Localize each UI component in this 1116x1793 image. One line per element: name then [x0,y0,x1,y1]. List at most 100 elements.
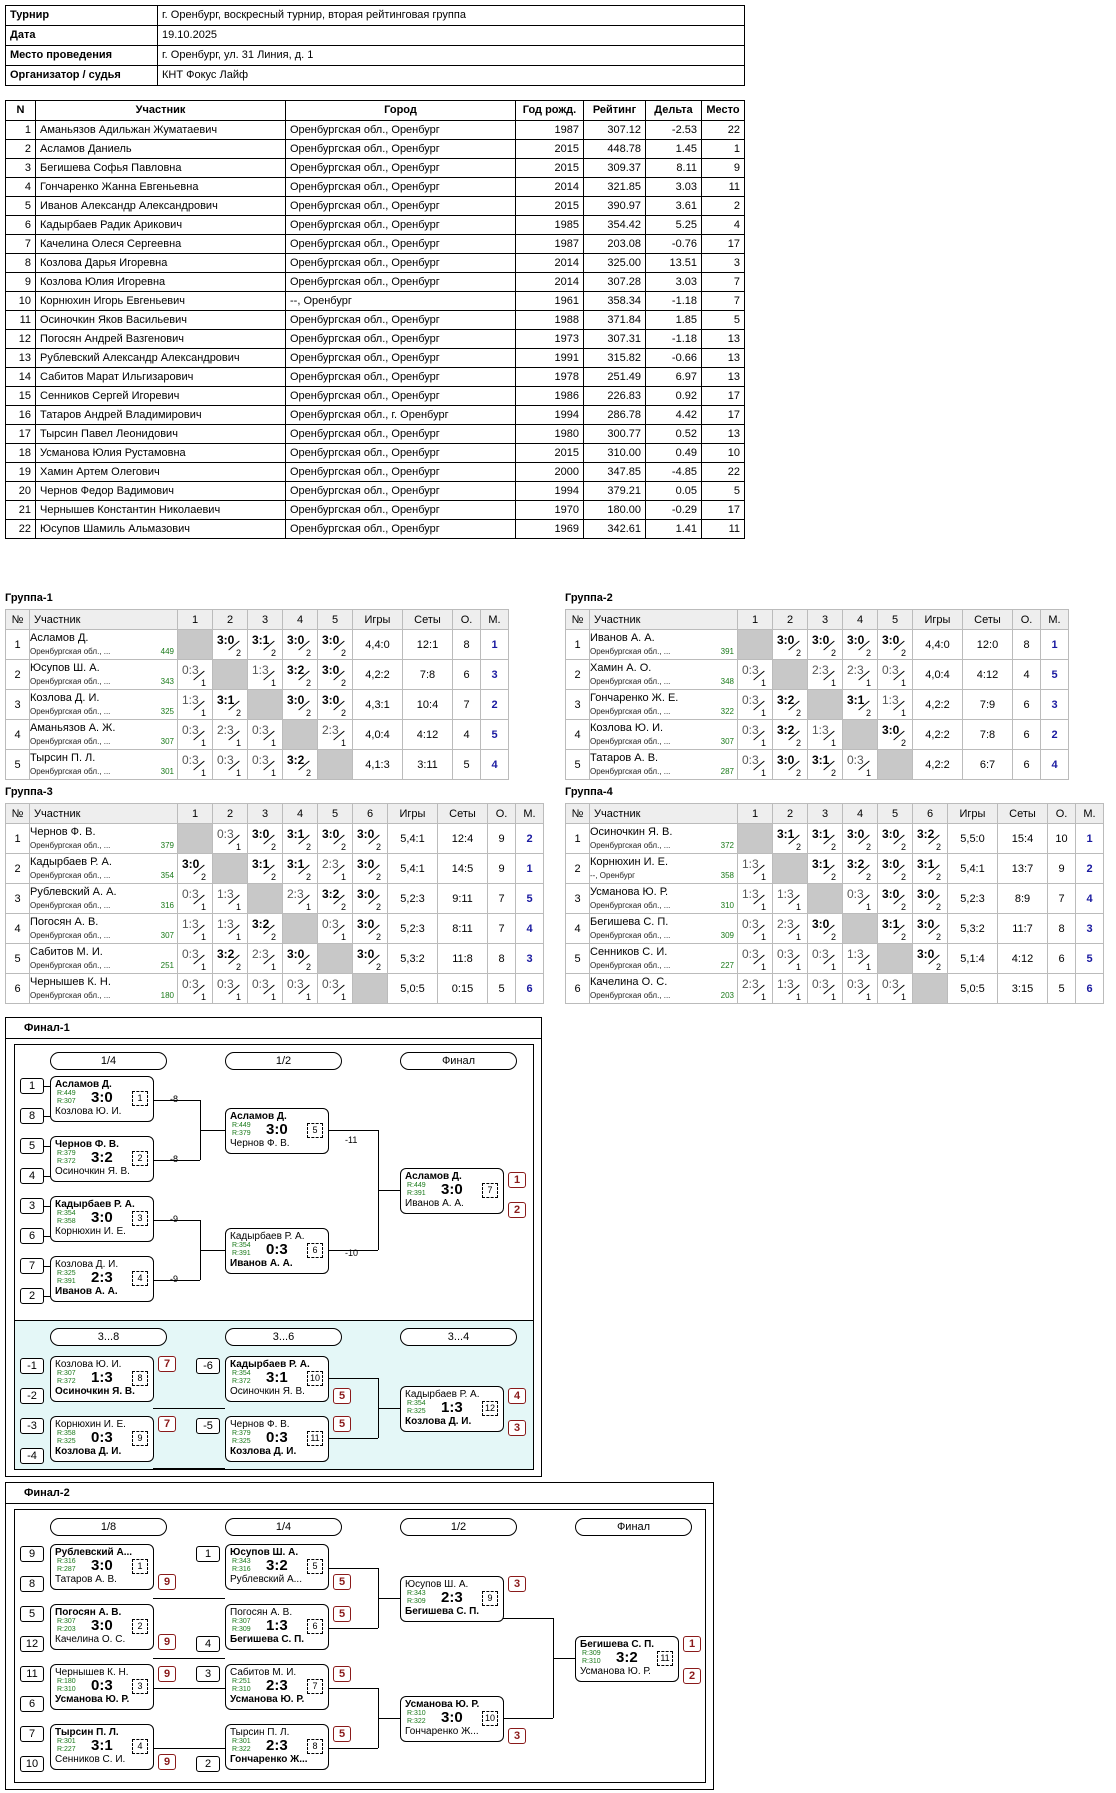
match-score: 0:3 [812,977,829,991]
player-cell: 9 [701,158,745,178]
place-badge: 5 [333,1606,351,1622]
group-header-cell: 2 [772,803,808,824]
player-bottom: Иванов А. А. [405,1198,464,1209]
match-points: 2 [305,842,311,852]
group-score-cell: 0:3 1 [282,973,318,1004]
match-score: 0:3 [882,663,899,677]
group-player-rating: 316 [160,901,174,910]
match-score: 3:0 [847,633,865,647]
match-score: 3:1 [812,827,830,841]
group-pts: 6 [1012,689,1041,720]
match-score: 0:3 [742,753,759,767]
group-games: 4,4:0 [352,629,403,660]
seed-number: 7 [20,1258,44,1274]
place-badge: 9 [158,1574,176,1590]
seed-number: 6 [20,1228,44,1244]
player-cell: 13 [701,329,745,349]
match-points: 1 [235,738,241,748]
group-score-cell: 3:1 2 [247,629,283,660]
group-games: 4,3:1 [352,689,403,720]
rating-top: R:307 [232,1618,251,1625]
player-cell: 2015 [515,158,584,178]
match-points: 1 [200,902,206,912]
match-box: Кадырбаев Р. А. R:354 R:358 3:0 3 Корнюхин И.… [50,1196,154,1242]
match-score: 3:0 [917,917,935,931]
match-score: 3:1 [217,693,235,707]
group-cell-self [772,659,808,690]
player-cell: 354.42 [583,215,646,235]
match-points: 2 [795,768,801,778]
match-score: 3:0 [322,827,340,841]
player-cell: 2014 [515,253,584,273]
match-points: 1 [900,708,906,718]
seed-number: 8 [20,1576,44,1592]
player-top: Кадырбаев Р. А. [230,1359,310,1370]
seed-number: 10 [20,1756,44,1772]
info-row: Дата 19.10.2025 [5,25,745,46]
match-score: 2:3 [266,1737,288,1754]
group-row-n: 1 [565,629,590,660]
group-score-cell: 3:0 2 [912,883,948,914]
match-score: 3:0 [357,947,375,961]
player-cell: Татаров Андрей Владимирович [35,405,286,425]
group-score-cell: 2:3 1 [317,853,353,884]
match-points: 1 [270,962,276,972]
col-city: Город [285,100,516,121]
match-score: 3:0 [91,1089,113,1106]
group-cell-self [842,719,878,750]
group-score-cell: 0:3 1 [177,719,213,750]
group-score-cell: 0:3 1 [317,973,353,1004]
group-score-cell: 3:0 2 [912,913,948,944]
group-player-rating: 301 [160,767,174,776]
match-points: 1 [830,962,836,972]
player-cell: 13 [5,348,36,368]
match-points: 2 [795,738,801,748]
match-points: 1 [900,678,906,688]
player-bottom: Корнюхин И. Е. [55,1226,126,1237]
player-top: Усманова Ю. Р. [405,1699,480,1710]
match-box: Кадырбаев Р. А. R:354 R:391 0:3 6 Иванов А. А… [225,1228,329,1274]
connector-line [44,1206,50,1207]
match-points: 2 [235,708,241,718]
group-score-cell: 3:0 2 [317,629,353,660]
player-cell: 0.52 [645,424,702,444]
group-row-n: 1 [565,823,590,854]
rating-top: R:309 [582,1650,601,1657]
match-score: 0:3 [322,977,339,991]
match-points: 1 [760,708,766,718]
loser-ref: -8 [170,1094,179,1104]
player-cell: 1987 [515,120,584,140]
player-cell: 1991 [515,348,584,368]
group-player-city: Оренбургская обл., ... [590,960,671,970]
group-row: 4 Погосян А. В. Оренбургская обл., ... 307 1… [5,913,544,944]
player-cell: 1.85 [645,310,702,330]
match-points: 1 [235,768,241,778]
place-badge: 4 [508,1388,526,1404]
connector-line [44,1236,50,1237]
loser-ref: -11 [345,1135,358,1145]
group-cell-self [317,943,353,974]
col-n: N [5,100,36,121]
player-cell: 325.00 [583,253,646,273]
group-row: 4 Бегишева С. П. Оренбургская обл., ... 309… [565,913,1104,944]
group-player-rating: 379 [160,841,174,850]
group-player-rating: 358 [720,871,734,880]
player-cell: 310.00 [583,443,646,463]
rating-bottom: R:358 [57,1218,76,1225]
match-box: Чернов Ф. В. R:379 R:372 3:2 2 Осиночкин Я. В… [50,1136,154,1182]
player-cell: -1.18 [645,329,702,349]
match-number: 4 [132,1739,148,1754]
group-games: 5,2:3 [947,883,998,914]
player-bottom: Иванов А. А. [230,1258,293,1269]
match-box: Чернов Ф. В. R:379 R:325 0:3 11 Козлова Д. И. [225,1416,329,1462]
match-number: 10 [482,1711,498,1726]
group-player-rating: 348 [720,677,734,686]
match-score: 2:3 [441,1589,463,1606]
match-number: 3 [132,1211,148,1226]
player-cell: 9 [5,272,36,292]
group-sets: 13:7 [997,853,1048,884]
match-score: 0:3 [882,977,899,991]
group-score-cell: 2:3 1 [317,719,353,750]
match-score: 3:0 [812,633,830,647]
rating-bottom: R:379 [232,1130,251,1137]
